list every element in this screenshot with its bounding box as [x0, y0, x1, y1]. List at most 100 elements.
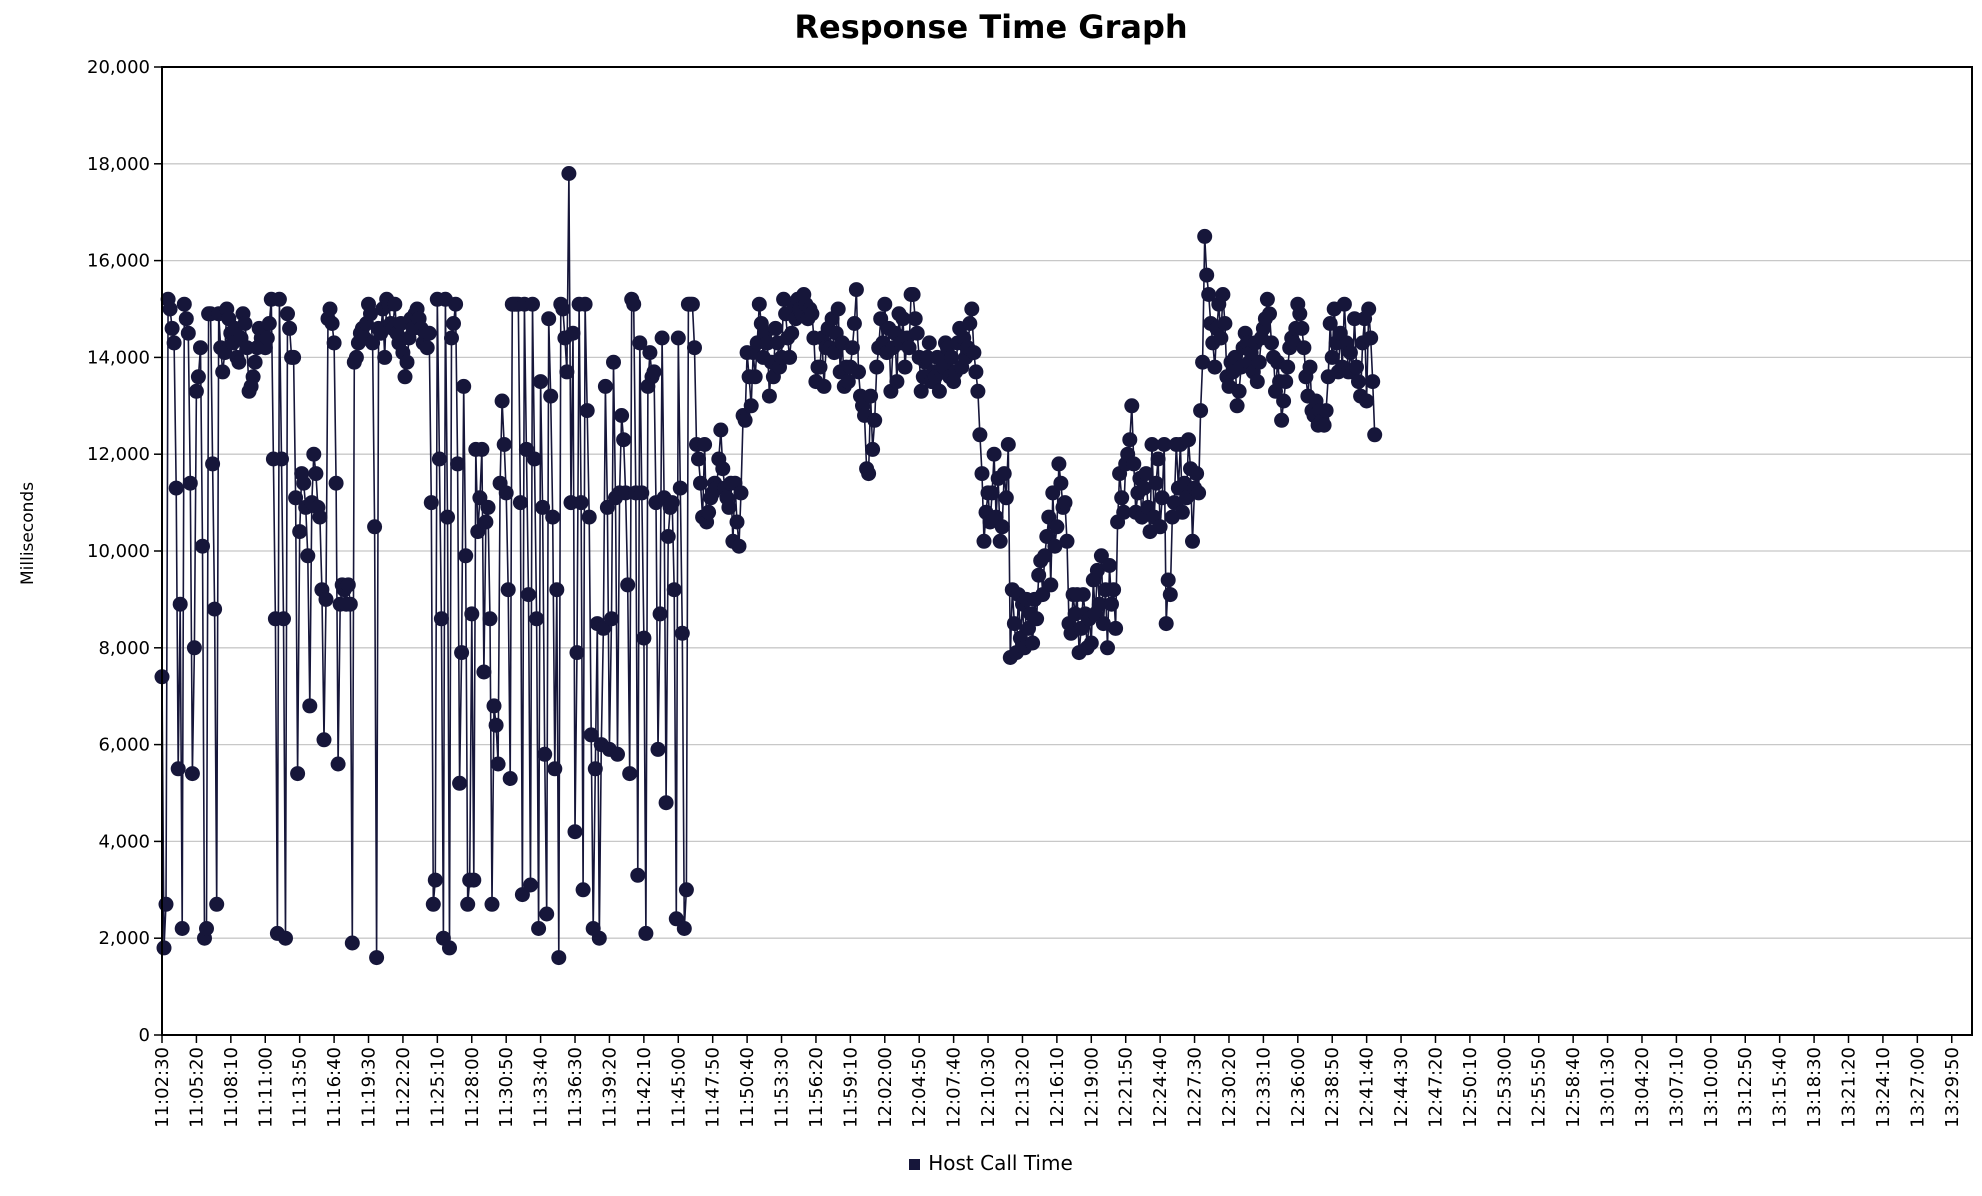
data-point: [851, 364, 866, 380]
x-tick-label: 12:07:40: [944, 1047, 965, 1128]
data-point: [330, 756, 346, 772]
x-tick-label: 12:10:30: [978, 1047, 999, 1128]
data-point: [276, 611, 291, 627]
data-point: [551, 950, 567, 966]
data-point: [984, 485, 1000, 501]
data-point: [1249, 374, 1265, 390]
data-point: [259, 330, 275, 346]
data-point: [478, 514, 494, 530]
x-tick-label: 12:58:40: [1563, 1047, 1584, 1128]
data-point: [666, 582, 682, 598]
data-point: [549, 582, 565, 598]
data-point: [654, 330, 670, 346]
data-point: [460, 896, 476, 912]
data-point: [782, 349, 798, 365]
data-point: [170, 761, 186, 777]
data-point: [1318, 403, 1334, 419]
data-point: [867, 412, 883, 428]
x-tick-label: 12:02:00: [875, 1047, 896, 1128]
data-point: [1189, 466, 1205, 482]
data-point: [1336, 296, 1352, 312]
data-point: [1174, 504, 1190, 520]
y-tick-label: 4,000: [98, 831, 150, 852]
data-point: [1043, 577, 1059, 593]
data-point: [1160, 572, 1176, 588]
data-point: [737, 412, 753, 428]
data-point: [674, 625, 690, 641]
data-point: [863, 388, 879, 404]
y-tick-label: 18,000: [87, 154, 150, 175]
data-point: [1158, 616, 1174, 632]
data-point: [1138, 466, 1154, 482]
data-point: [622, 766, 638, 782]
data-point: [559, 364, 575, 380]
data-point: [743, 398, 759, 414]
data-point: [715, 461, 731, 477]
data-point: [591, 930, 607, 946]
data-point: [567, 824, 583, 840]
data-point: [1029, 611, 1045, 627]
x-tick-label: 11:50:40: [737, 1047, 758, 1128]
data-point: [419, 340, 435, 356]
x-tick-label: 12:16:10: [1047, 1047, 1068, 1128]
data-point: [1294, 320, 1310, 336]
data-point: [1154, 490, 1170, 506]
data-point: [848, 282, 864, 298]
data-point: [784, 325, 800, 341]
x-tick-label: 13:04:20: [1632, 1047, 1653, 1128]
data-point: [164, 320, 180, 336]
data-point: [523, 877, 538, 893]
data-point: [877, 296, 893, 312]
data-point: [433, 611, 449, 627]
data-point: [693, 475, 708, 491]
data-point: [812, 359, 828, 375]
data-point: [970, 383, 986, 399]
data-point: [1367, 427, 1383, 443]
x-tick-label: 11:22:20: [393, 1047, 414, 1128]
x-tick-label: 11:53:30: [772, 1047, 793, 1128]
x-tick-label: 12:30:20: [1219, 1047, 1240, 1128]
data-point: [646, 364, 662, 380]
data-point: [672, 480, 688, 496]
data-point: [440, 509, 455, 525]
data-point: [944, 349, 960, 365]
y-tick-label: 16,000: [87, 251, 150, 272]
data-point: [913, 383, 929, 399]
data-point: [286, 349, 302, 365]
data-point: [450, 456, 466, 472]
data-point: [387, 296, 403, 312]
x-tick-label: 12:38:50: [1322, 1047, 1343, 1128]
data-point: [500, 582, 516, 598]
data-point: [1136, 480, 1152, 496]
data-point: [1195, 354, 1211, 370]
data-point: [678, 882, 694, 898]
data-point: [421, 325, 437, 341]
data-point: [1124, 398, 1140, 414]
data-point: [190, 369, 206, 385]
data-point: [733, 485, 749, 501]
y-tick-label: 0: [139, 1025, 150, 1046]
data-point: [476, 664, 492, 680]
data-point: [994, 519, 1010, 535]
data-point: [895, 311, 911, 327]
data-point: [684, 296, 700, 312]
data-point: [616, 432, 632, 448]
data-point: [174, 921, 190, 936]
data-point: [897, 359, 913, 375]
data-point: [328, 475, 344, 491]
x-tick-label: 13:07:10: [1666, 1047, 1687, 1128]
legend-swatch: [909, 1159, 921, 1170]
data-point: [1217, 316, 1233, 331]
data-point: [324, 316, 340, 331]
data-point: [1095, 616, 1111, 632]
data-point: [184, 766, 200, 782]
x-tick-label: 11:42:10: [634, 1047, 655, 1128]
data-point: [545, 509, 561, 525]
data-point: [1148, 475, 1164, 491]
y-tick-label: 20,000: [87, 57, 150, 78]
data-point: [804, 306, 820, 322]
data-point: [1047, 538, 1063, 554]
data-point: [907, 311, 923, 327]
data-point: [966, 345, 982, 361]
